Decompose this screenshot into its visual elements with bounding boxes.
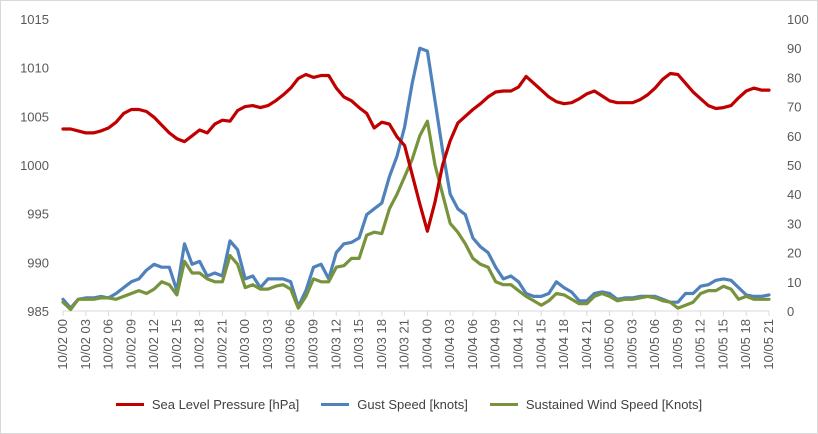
y-right-tick-label: 70: [787, 100, 801, 115]
series-line-gust: [61, 46, 771, 310]
x-tick-label: 10/03 03: [260, 319, 275, 370]
y-right-tick-label: 40: [787, 187, 801, 202]
x-tick-label: 10/05 12: [693, 319, 708, 370]
legend-label-gust: Gust Speed [knots]: [357, 397, 468, 412]
x-tick-label: 10/03 09: [306, 319, 321, 370]
x-tick-label: 10/03 00: [237, 319, 252, 370]
x-tick-label: 10/03 06: [283, 319, 298, 370]
x-tick-label: 10/02 12: [146, 319, 161, 370]
x-tick-label: 10/04 15: [533, 319, 548, 370]
x-tick-label: 10/05 09: [670, 319, 685, 370]
x-tick-label: 10/04 00: [419, 319, 434, 370]
x-tick-label: 10/03 21: [397, 319, 412, 370]
x-tick-label: 10/04 18: [556, 319, 571, 370]
x-tick-label: 10/02 18: [192, 319, 207, 370]
y-right-tick-label: 0: [787, 304, 794, 319]
y-right-tick-label: 100: [787, 12, 809, 27]
x-tick-label: 10/05 06: [647, 319, 662, 370]
x-tick-label: 10/05 15: [715, 319, 730, 370]
y-right-tick-label: 30: [787, 216, 801, 231]
legend-item-pressure: Sea Level Pressure [hPa]: [115, 397, 300, 412]
x-tick-label: 10/04 06: [465, 319, 480, 370]
x-tick-label: 10/04 03: [442, 319, 457, 370]
x-tick-label: 10/05 21: [761, 319, 776, 370]
x-tick-label: 10/02 00: [55, 319, 70, 370]
series-line-sustained: [61, 119, 771, 312]
legend-swatch-pressure: [115, 403, 144, 406]
legend-label-sustained: Sustained Wind Speed [Knots]: [525, 397, 703, 412]
y-left-tick-label: 1010: [20, 61, 49, 76]
x-tick-label: 10/02 09: [123, 319, 138, 370]
x-tick-label: 10/05 00: [602, 319, 617, 370]
x-tick-label: 10/02 21: [214, 319, 229, 370]
y-right-tick-label: 20: [787, 246, 801, 261]
y-right-tick-label: 90: [787, 41, 801, 56]
x-tick-label: 10/05 18: [738, 319, 753, 370]
x-tick-label: 10/02 03: [78, 319, 93, 370]
line-chart: 985 990 995 1000 1005 1010 1015 0 10 20 30 40 50 60 70…: [20, 12, 809, 370]
legend-swatch-gust: [321, 403, 350, 406]
x-tick-label: 10/03 15: [351, 319, 366, 370]
legend-item-gust: Gust Speed [knots]: [321, 397, 468, 412]
x-tick-label: 10/04 09: [488, 319, 503, 370]
legend-swatch-sustained: [489, 403, 518, 406]
y-right-tick-label: 50: [787, 158, 801, 173]
y-right-tick-label: 10: [787, 275, 801, 290]
legend-label-pressure: Sea Level Pressure [hPa]: [151, 397, 300, 412]
x-tick-label: 10/05 03: [624, 319, 639, 370]
y-left-tick-label: 1015: [20, 12, 49, 27]
x-tick-label: 10/02 15: [169, 319, 184, 370]
y-left-tick-label: 990: [27, 255, 49, 270]
chart-legend: Sea Level Pressure [hPa] Gust Speed [kno…: [1, 397, 817, 412]
y-left-tick-label: 1005: [20, 109, 49, 124]
x-tick-label: 10/03 18: [374, 319, 389, 370]
x-tick-label: 10/04 12: [510, 319, 525, 370]
legend-item-sustained: Sustained Wind Speed [Knots]: [489, 397, 703, 412]
x-tick-label: 10/03 12: [328, 319, 343, 370]
y-left-tick-label: 995: [27, 207, 49, 222]
y-right-tick-label: 80: [787, 70, 801, 85]
x-tick-label: 10/04 21: [579, 319, 594, 370]
x-tick-label: 10/02 06: [101, 319, 116, 370]
y-left-tick-label: 985: [27, 304, 49, 319]
y-left-tick-label: 1000: [20, 158, 49, 173]
y-right-tick-label: 60: [787, 129, 801, 144]
series-line-pressure: [61, 71, 771, 233]
